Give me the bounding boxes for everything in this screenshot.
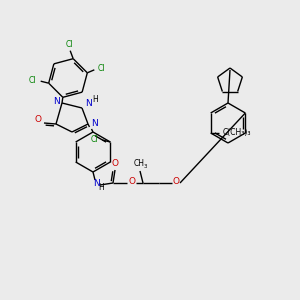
Text: O: O [34, 116, 41, 124]
Text: Cl: Cl [98, 64, 105, 73]
Text: Cl: Cl [91, 134, 98, 143]
Text: CH: CH [134, 160, 145, 169]
Text: N: N [91, 119, 98, 128]
Text: Cl: Cl [65, 40, 73, 49]
Text: H: H [92, 94, 98, 103]
Text: O: O [128, 178, 136, 187]
Text: 3: 3 [143, 164, 147, 169]
Text: O: O [112, 160, 118, 169]
Text: H: H [98, 184, 104, 193]
Text: N: N [85, 100, 92, 109]
Text: O: O [172, 178, 179, 187]
Text: Cl: Cl [29, 76, 36, 85]
Text: N: N [93, 178, 99, 188]
Text: C(CH₃)₃: C(CH₃)₃ [222, 128, 251, 137]
Text: N: N [54, 98, 60, 106]
